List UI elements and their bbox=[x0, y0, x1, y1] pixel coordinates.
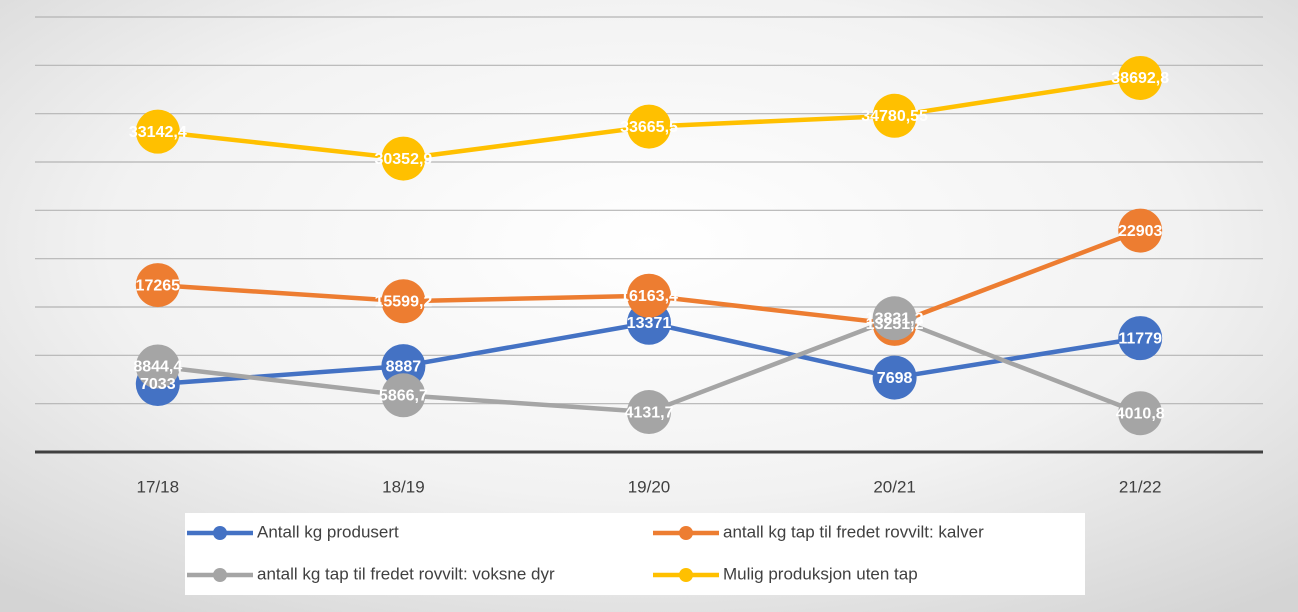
legend-label: antall kg tap til fredet rovvilt: kalver bbox=[723, 522, 984, 541]
legend-swatch-marker bbox=[213, 526, 227, 540]
data-point bbox=[135, 344, 180, 389]
data-label: 13371 bbox=[627, 315, 672, 332]
data-label: 13251,2 bbox=[866, 316, 924, 333]
data-label: 7033 bbox=[140, 376, 176, 393]
data-label: 8887 bbox=[386, 358, 422, 375]
data-point bbox=[872, 93, 917, 138]
data-point bbox=[1118, 208, 1163, 253]
x-tick-label: 21/22 bbox=[1119, 477, 1162, 496]
legend-swatch-marker bbox=[213, 568, 227, 582]
legend-label: Mulig produksjon uten tap bbox=[723, 564, 918, 583]
data-label: 33142,4 bbox=[129, 124, 187, 141]
data-point bbox=[872, 296, 917, 341]
data-point bbox=[135, 263, 180, 308]
data-label: 16163,4 bbox=[620, 288, 678, 305]
legend-label: antall kg tap til fredet rovvilt: voksne… bbox=[257, 564, 555, 583]
data-label: 34780,55 bbox=[861, 108, 928, 125]
data-point bbox=[381, 373, 426, 418]
data-point bbox=[381, 136, 426, 181]
data-point bbox=[135, 109, 180, 154]
data-label: 7698 bbox=[877, 370, 913, 387]
x-tick-label: 17/18 bbox=[137, 477, 180, 496]
legend-swatch-marker bbox=[679, 526, 693, 540]
legend-swatch-marker bbox=[679, 568, 693, 582]
data-point bbox=[872, 355, 917, 400]
data-label: 38692,8 bbox=[1111, 70, 1169, 87]
x-tick-label: 20/21 bbox=[873, 477, 916, 496]
data-label: 4131,7 bbox=[625, 404, 674, 421]
data-label: 30352,9 bbox=[374, 151, 432, 168]
data-point bbox=[627, 273, 671, 318]
data-label: 4010,8 bbox=[1116, 405, 1165, 422]
data-label: 33665,5 bbox=[620, 119, 678, 136]
data-point bbox=[1118, 391, 1163, 436]
data-label: 13831,2 bbox=[866, 311, 924, 328]
data-label: 17265 bbox=[136, 277, 181, 294]
data-label: 15599,2 bbox=[374, 293, 432, 310]
x-tick-label: 18/19 bbox=[382, 477, 425, 496]
data-label: 22903 bbox=[1118, 223, 1163, 240]
data-point bbox=[1118, 316, 1163, 361]
x-tick-label: 19/20 bbox=[628, 477, 671, 496]
data-point bbox=[627, 104, 671, 149]
legend-box bbox=[185, 513, 1085, 595]
data-point bbox=[381, 279, 426, 324]
data-label: 5866,7 bbox=[379, 388, 428, 405]
data-point bbox=[1118, 55, 1163, 100]
legend-label: Antall kg produsert bbox=[257, 522, 399, 541]
data-label: 11779 bbox=[1118, 330, 1162, 347]
data-label: 8844,4 bbox=[133, 359, 182, 376]
data-point bbox=[627, 390, 671, 435]
